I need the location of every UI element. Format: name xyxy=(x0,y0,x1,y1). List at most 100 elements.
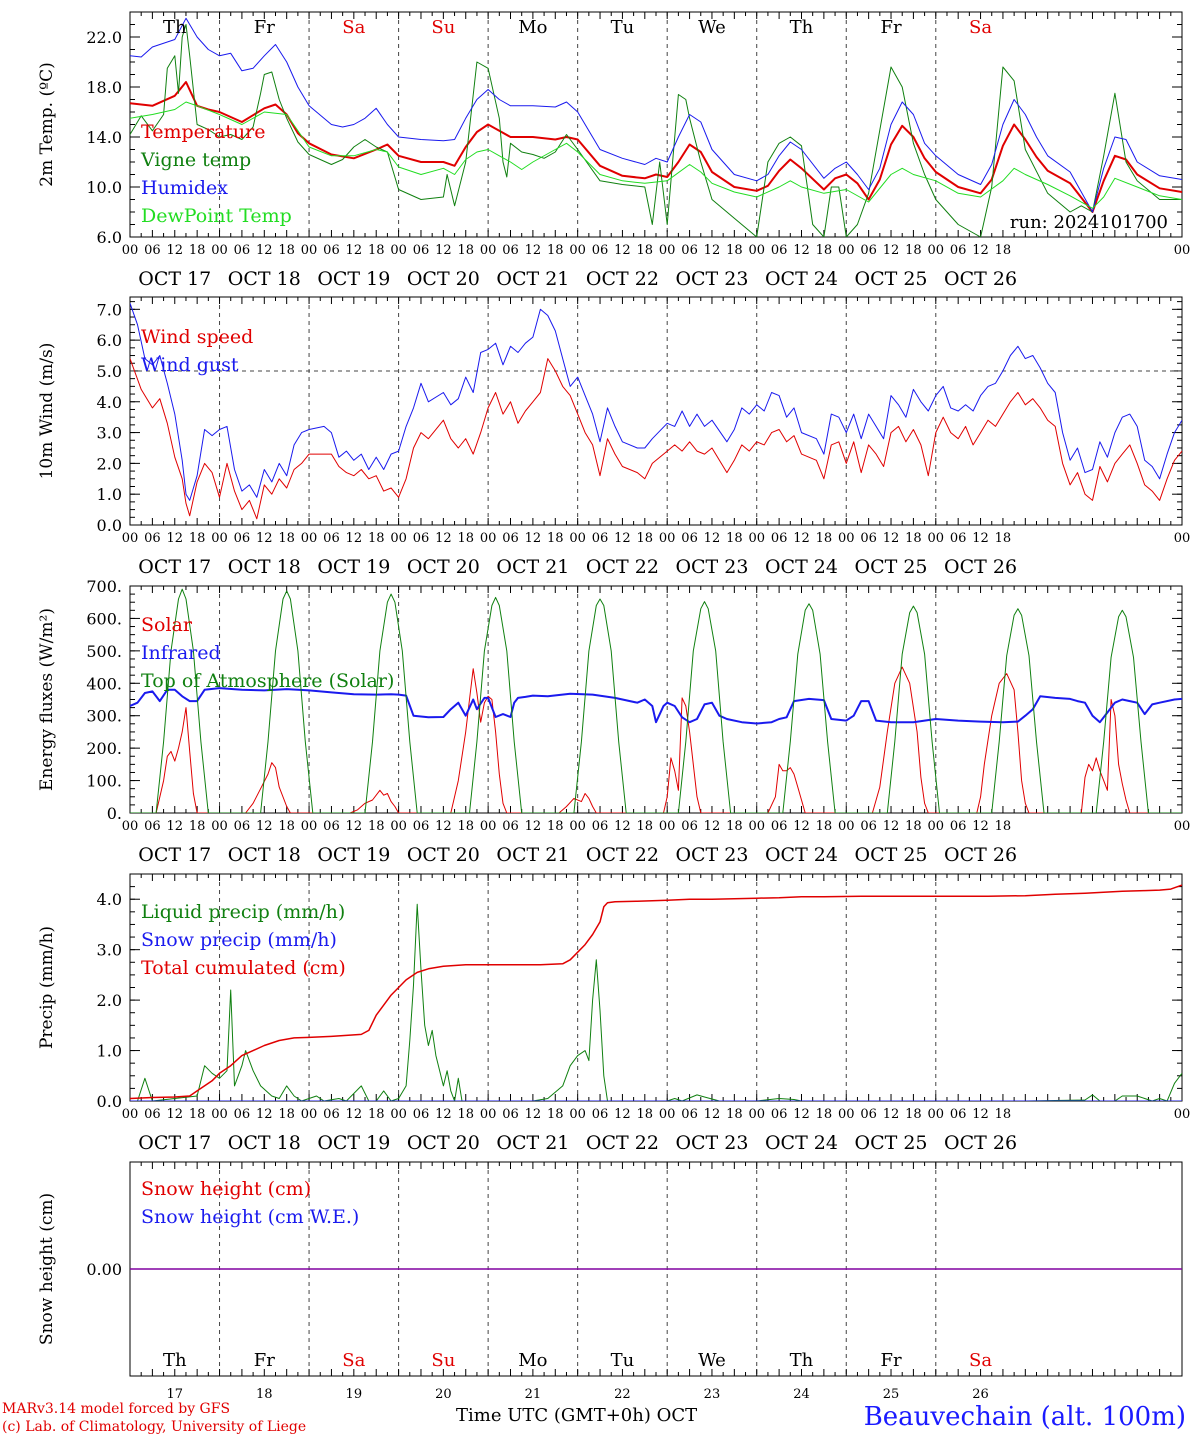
hour-tick-label: 18 xyxy=(189,819,206,834)
series-infrared xyxy=(130,687,1182,725)
weekday-label: Fr xyxy=(254,17,275,38)
hour-tick-label: 00 xyxy=(838,243,855,258)
hour-tick-label: 00 xyxy=(928,1107,945,1122)
hour-tick-label: 12 xyxy=(793,819,810,834)
hour-tick-label: 12 xyxy=(972,819,989,834)
hour-tick-label: 12 xyxy=(614,243,631,258)
legend-entry: Total cumulated (cm) xyxy=(141,957,346,979)
run-annotation: run: 2024101700 xyxy=(1010,212,1168,233)
hour-tick-label: 00 xyxy=(390,531,407,546)
hour-tick-label: 06 xyxy=(502,531,519,546)
hour-tick-label: 12 xyxy=(793,243,810,258)
hour-tick-label: 06 xyxy=(592,1107,609,1122)
y-tick-label: 22.0 xyxy=(86,28,122,47)
hour-tick-label: 06 xyxy=(950,243,967,258)
hour-tick-label: 00 xyxy=(659,1107,676,1122)
day-number: 22 xyxy=(614,1387,631,1402)
hour-tick-label: 18 xyxy=(368,243,385,258)
day-number: 24 xyxy=(793,1387,810,1402)
hour-tick-label: 00 xyxy=(390,1107,407,1122)
series-group xyxy=(130,588,1182,813)
hour-tick-label: 12 xyxy=(346,243,363,258)
hour-tick-label: 06 xyxy=(413,819,430,834)
date-label: OCT 22 xyxy=(586,844,659,866)
hour-tick-label: 18 xyxy=(368,819,385,834)
date-label: OCT 23 xyxy=(675,844,748,866)
y-tick-label: 700. xyxy=(86,577,122,596)
date-label: OCT 26 xyxy=(944,268,1017,290)
legend-entry: Infrared xyxy=(141,642,221,664)
y-tick-label: 3.0 xyxy=(97,941,122,960)
hour-tick-label: 00 xyxy=(569,243,586,258)
y-tick-label: 7.0 xyxy=(97,300,122,319)
hour-tick-label: 06 xyxy=(323,819,340,834)
y-tick-label: 300. xyxy=(86,707,122,726)
y-tick-label: 0.0 xyxy=(97,1092,122,1111)
date-label: OCT 25 xyxy=(855,556,928,578)
hour-tick-label: 18 xyxy=(457,531,474,546)
hour-tick-label: 18 xyxy=(637,819,654,834)
hour-tick-label: 12 xyxy=(972,243,989,258)
legend-entry: Vigne temp xyxy=(140,149,251,171)
day-number: 18 xyxy=(256,1387,273,1402)
date-label: OCT 24 xyxy=(765,556,838,578)
hour-tick-label: 00 xyxy=(301,1107,318,1122)
weekday-label: Sa xyxy=(342,17,365,38)
date-label: OCT 23 xyxy=(675,556,748,578)
legend-entry: Liquid precip (mm/h) xyxy=(141,901,345,923)
hour-tick-label: 12 xyxy=(793,1107,810,1122)
weekday-label: Th xyxy=(790,1350,814,1371)
date-label: OCT 23 xyxy=(675,268,748,290)
time-axis-title: Time UTC (GMT+0h) OCT xyxy=(456,1405,698,1426)
y-tick-label: 6.0 xyxy=(97,331,122,350)
weekday-label: Th xyxy=(790,17,814,38)
hour-tick-label: 06 xyxy=(592,531,609,546)
series-humidex xyxy=(130,17,1182,213)
hour-tick-label: 00 xyxy=(748,819,765,834)
plot-frame xyxy=(129,11,1183,238)
hour-tick-label: 12 xyxy=(256,531,273,546)
date-label: OCT 18 xyxy=(228,268,301,290)
hour-tick-label: 06 xyxy=(234,819,251,834)
y-tick-label: 4.0 xyxy=(97,393,122,412)
date-label: OCT 17 xyxy=(138,844,211,866)
hour-tick-label: 12 xyxy=(704,531,721,546)
hour-tick-label: 06 xyxy=(144,531,161,546)
hour-tick-label: 06 xyxy=(502,1107,519,1122)
hour-tick-label: 18 xyxy=(637,1107,654,1122)
hour-tick-label: 06 xyxy=(771,243,788,258)
hour-tick-label: 12 xyxy=(525,819,542,834)
y-tick-label: 100. xyxy=(86,772,122,791)
plot-frame xyxy=(129,296,1183,526)
date-label: OCT 19 xyxy=(317,268,390,290)
hour-tick-label: 12 xyxy=(525,1107,542,1122)
hour-tick-label: 18 xyxy=(547,819,564,834)
y-tick-label: 18.0 xyxy=(86,78,122,97)
hour-tick-label: 12 xyxy=(614,819,631,834)
hour-tick-label: 00 xyxy=(122,531,139,546)
date-label: OCT 19 xyxy=(317,556,390,578)
hour-tick-label: 00 xyxy=(122,243,139,258)
series-group xyxy=(130,17,1182,237)
hour-tick-label: 00 xyxy=(1174,531,1191,546)
hour-tick-label: 18 xyxy=(368,1107,385,1122)
hour-tick-label: 18 xyxy=(726,1107,743,1122)
legend-entry: Top of Atmosphere (Solar) xyxy=(141,670,394,692)
hour-tick-label: 06 xyxy=(592,243,609,258)
hour-tick-label: 06 xyxy=(860,1107,877,1122)
series-total-cumulated-cm xyxy=(130,884,1182,1100)
date-label: OCT 23 xyxy=(675,1132,748,1154)
y-tick-label: 1.0 xyxy=(97,485,122,504)
date-label: OCT 18 xyxy=(228,844,301,866)
weekday-label: We xyxy=(698,17,726,38)
series-dewpoint-temp xyxy=(130,101,1182,209)
legend-entry: Wind speed xyxy=(141,326,253,348)
hour-tick-label: 12 xyxy=(166,819,183,834)
date-label: OCT 24 xyxy=(765,1132,838,1154)
hour-tick-label: 18 xyxy=(189,1107,206,1122)
hour-tick-label: 12 xyxy=(883,819,900,834)
hour-tick-label: 06 xyxy=(234,1107,251,1122)
date-label: OCT 21 xyxy=(496,556,569,578)
hour-tick-label: 06 xyxy=(144,1107,161,1122)
